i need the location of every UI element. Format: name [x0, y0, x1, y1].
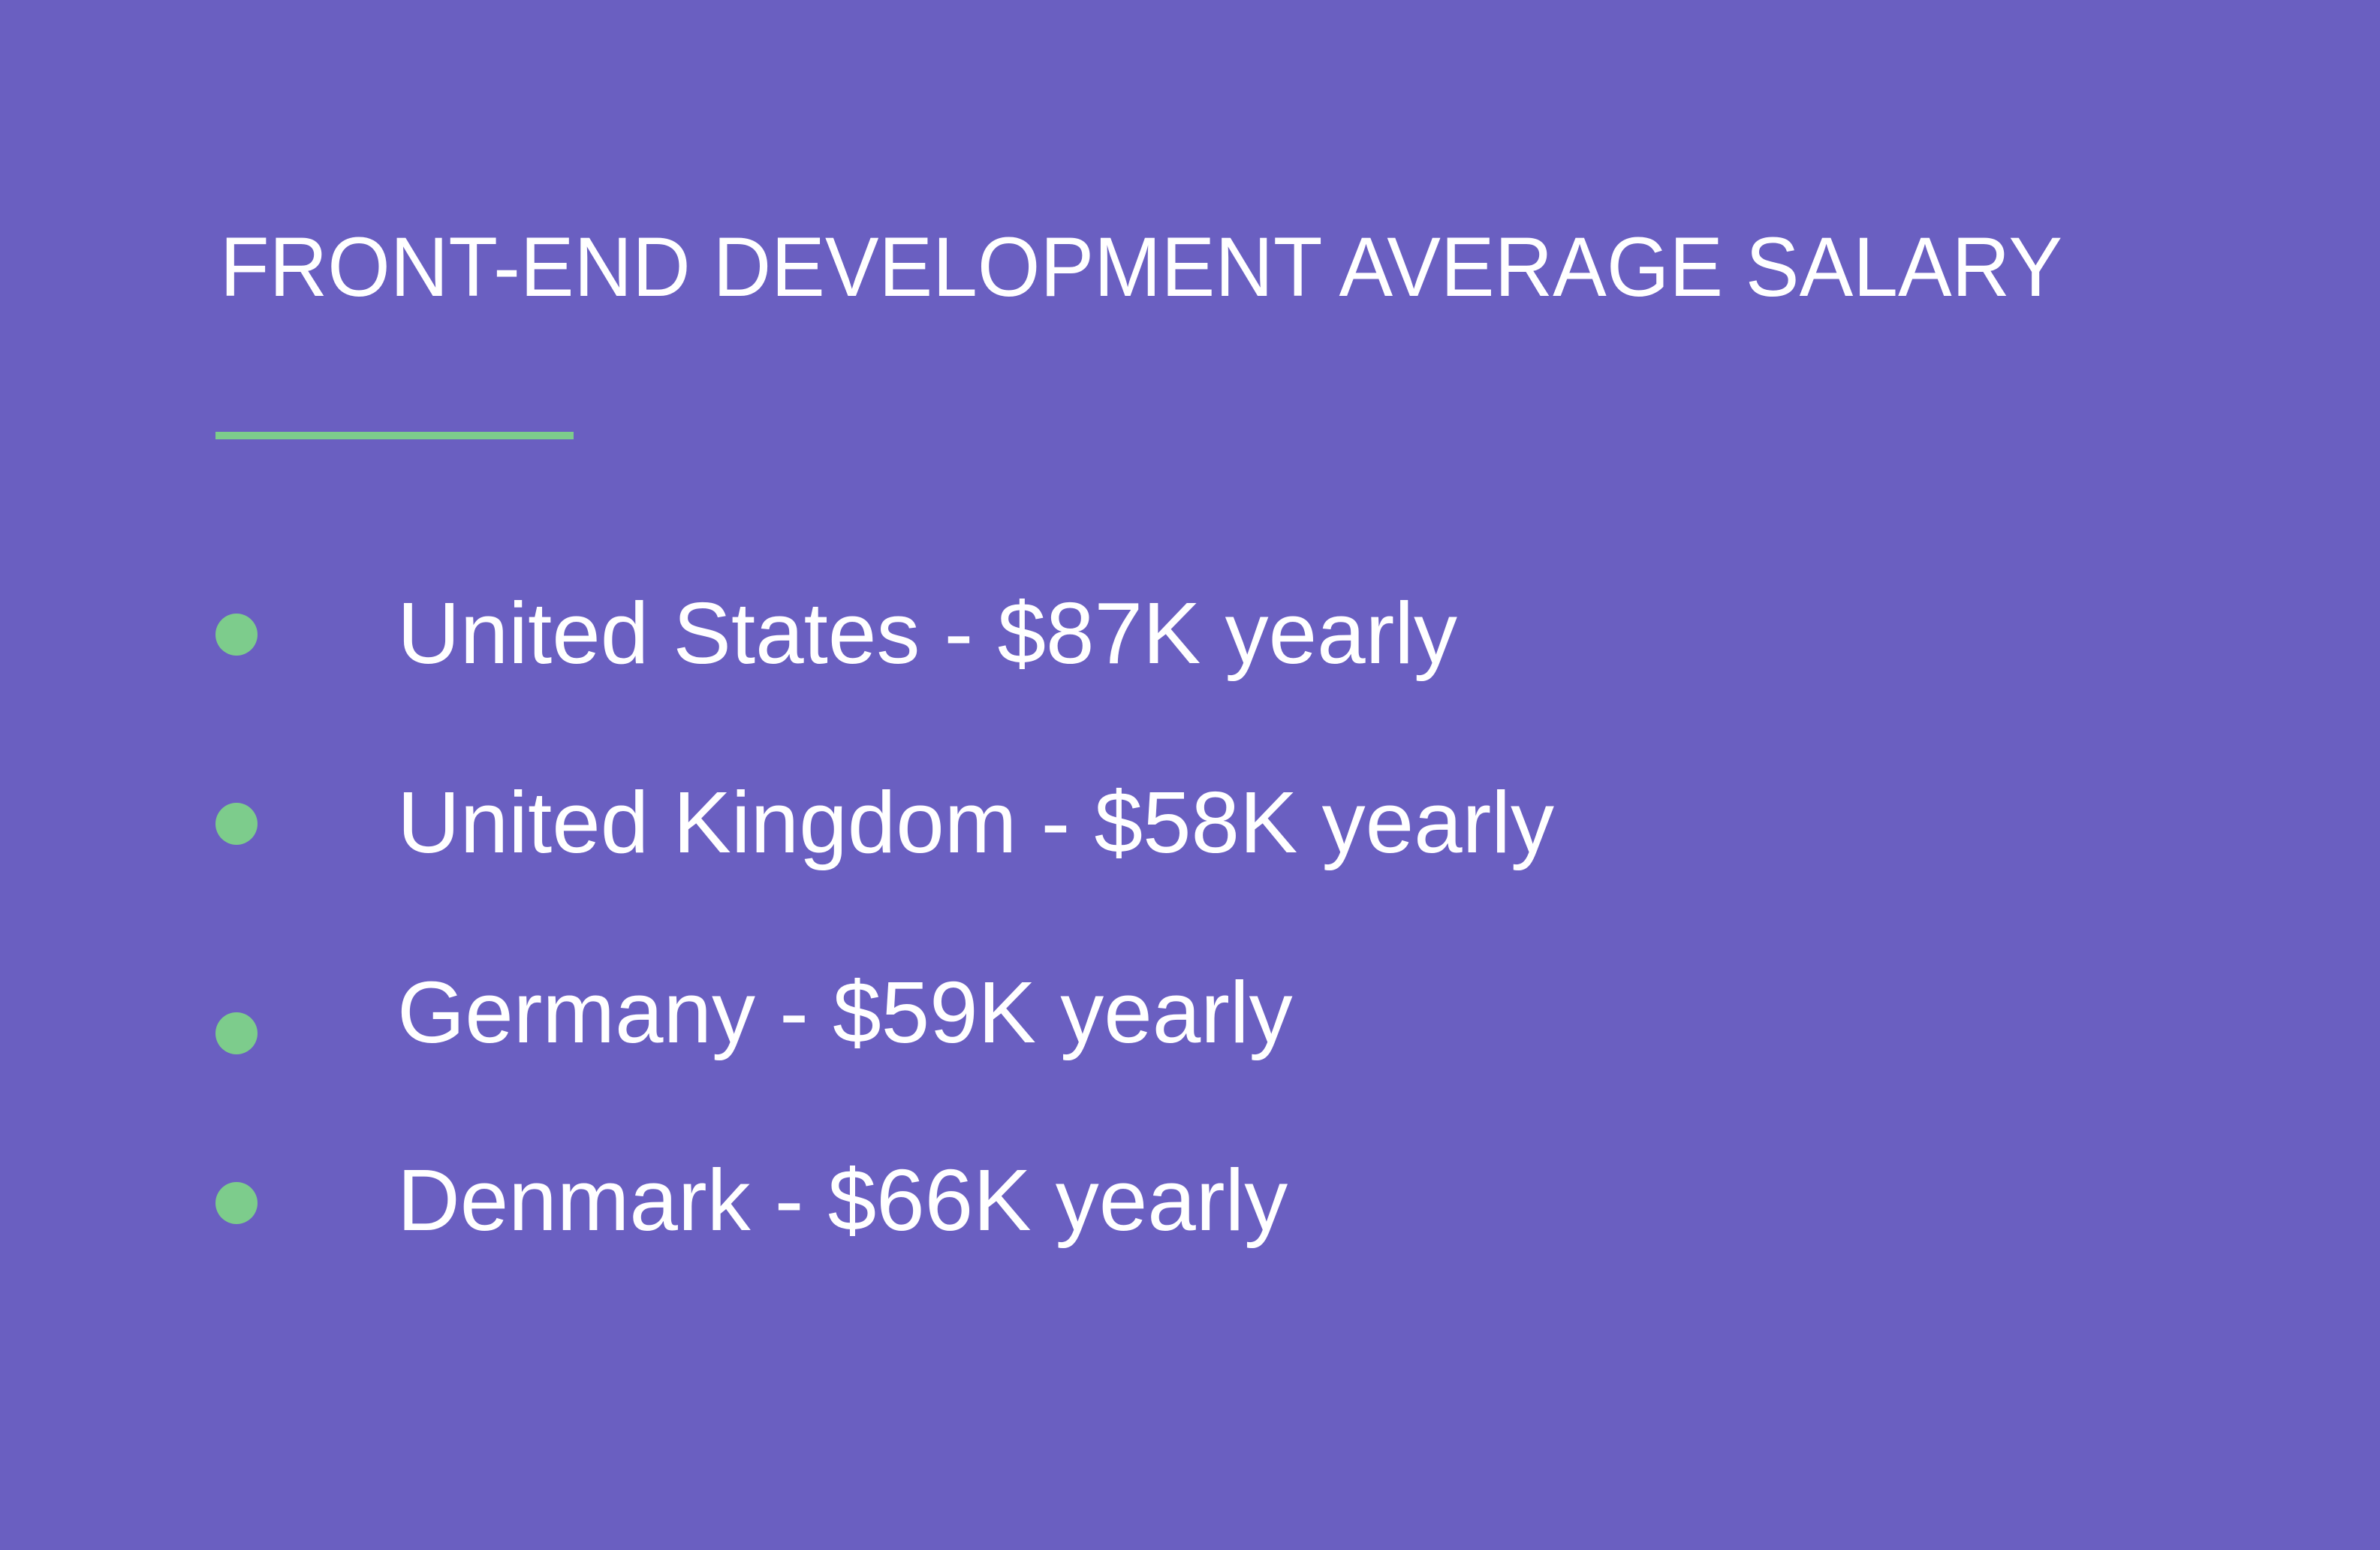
bullet	[215, 803, 258, 845]
list-item: United States - $87K yearly	[397, 584, 1457, 682]
bullet	[215, 614, 258, 656]
salary-list: United States - $87K yearly United Kingd…	[215, 584, 1554, 1249]
bullet	[215, 1182, 258, 1224]
bullet	[215, 1012, 258, 1054]
list-item: Denmark - $66K yearly	[397, 1151, 1288, 1249]
divider	[215, 432, 574, 439]
list-item: United Kingdom - $58K yearly	[397, 773, 1554, 871]
list-item: Germany - $59K yearly	[397, 963, 1293, 1061]
title: FRONT-END DEVELOPMENT AVERAGE SALARY	[220, 220, 2062, 314]
